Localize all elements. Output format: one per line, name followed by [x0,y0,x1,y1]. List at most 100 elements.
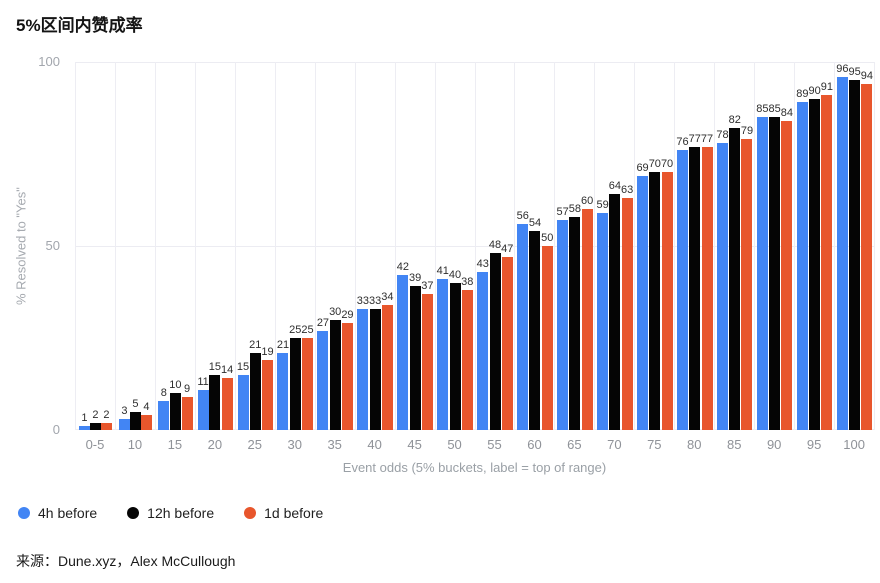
bar [597,212,609,430]
x-tick-label: 80 [687,437,702,452]
bar-value-label: 29 [341,309,354,322]
bar-value-label: 59 [596,198,609,211]
x-tick-label: 70 [607,437,622,452]
bar-group: 57 58 60 [554,62,594,430]
bar-cell: 59 [596,62,609,430]
bar-value-label: 47 [501,243,514,256]
bar-cell: 42 [397,62,409,430]
legend-label: 4h before [38,505,98,521]
x-tick-label: 100 [843,437,865,452]
bar-cell: 34 [381,62,394,430]
x-tick-label: 65 [567,437,582,452]
bar [397,275,409,430]
bar-group: 21 25 25 [274,62,315,430]
bar-group: 15 21 19 [234,62,275,430]
bar-value-label: 78 [716,128,729,141]
bar-value-label: 95 [848,66,861,79]
bar [329,319,341,430]
x-axis-title: Event odds (5% buckets, label = top of r… [342,460,607,475]
bar [836,76,848,430]
bar [529,231,541,430]
y-tick-label: 0 [52,422,60,437]
y-tick-label: 50 [45,238,60,253]
x-tick-label: 75 [647,437,662,452]
bar [716,142,728,430]
bar [557,220,569,430]
x-tick-label: 35 [327,437,342,452]
bar-value-label: 5 [132,397,139,410]
x-tick-label: 15 [167,437,183,452]
bar-cell: 82 [729,62,741,430]
plot-area: 1 2 2 3 5 4 8 10 9 11 15 14 15 21 19 21 25 25 27 30 29 33 33 34… [75,62,875,430]
bar-cell: 40 [449,62,461,430]
bar-value-label: 85 [768,103,781,116]
bar-value-label: 39 [408,272,422,285]
bar [118,418,130,430]
bar-value-label: 27 [316,316,330,329]
legend-swatch-icon [127,507,140,519]
x-tick-label: 50 [447,437,462,452]
bar-value-label: 15 [208,360,222,373]
bar-cell: 29 [341,62,354,430]
bar-value-label: 70 [660,158,674,171]
bar-cell: 41 [437,62,449,430]
bar-cell: 33 [357,62,369,430]
bar [449,282,461,430]
bar [221,378,233,430]
bar-value-label: 40 [448,268,462,281]
bar-cell: 94 [861,62,873,430]
bar-cell: 27 [317,62,329,430]
bar-cell: 95 [848,62,861,430]
bar [756,117,768,430]
bar-value-label: 21 [276,338,290,351]
bar [317,330,329,430]
bar-value-label: 8 [160,386,167,399]
bar-value-label: 48 [488,239,502,252]
bar-group: 42 39 37 [394,62,435,430]
bar-cell: 39 [409,62,421,430]
x-tick-label: 10 [127,437,143,452]
x-tick-label: 60 [527,437,542,452]
bar-cell: 25 [289,62,301,430]
bar [609,194,621,430]
bar-group: 96 95 94 [834,62,874,430]
bar [140,415,152,430]
x-tick-label: 95 [806,437,822,452]
bar-value-label: 25 [301,324,314,336]
bar-value-label: 79 [740,125,754,138]
bar [569,216,581,430]
bar-value-label: 63 [620,184,634,197]
bar [369,308,381,430]
bar-cell: 91 [821,62,833,430]
bar-value-label: 19 [261,346,274,359]
bar-cell: 2 [89,62,101,430]
bar-cell: 50 [541,62,553,430]
bar-cell: 77 [701,62,713,430]
bar [289,338,301,430]
bar-group: 33 33 34 [354,62,395,430]
bar [262,360,274,430]
bar-cell: 8 [158,62,170,430]
bar-group: 41 40 38 [434,62,475,430]
bar-value-label: 77 [688,132,701,145]
bar [341,323,353,430]
x-tick-label: 30 [287,437,302,452]
bar-cell: 60 [581,62,593,430]
bar [237,374,249,430]
bar-value-label: 90 [808,84,821,97]
x-tick-label: 85 [726,437,742,452]
bar-value-label: 91 [820,81,833,94]
bar-group: 11 15 14 [194,62,235,430]
bar-group: 59 64 63 [594,62,634,430]
bar-cell: 58 [569,62,581,430]
bar-value-label: 60 [581,195,594,208]
bar [796,102,808,430]
bar-group: 85 85 84 [754,62,794,430]
bar [821,95,833,430]
bar-value-label: 34 [381,290,394,303]
bar-value-label: 50 [541,232,554,244]
bar [661,172,673,430]
bar-value-label: 82 [728,114,741,127]
legend-swatch-icon [18,507,30,519]
